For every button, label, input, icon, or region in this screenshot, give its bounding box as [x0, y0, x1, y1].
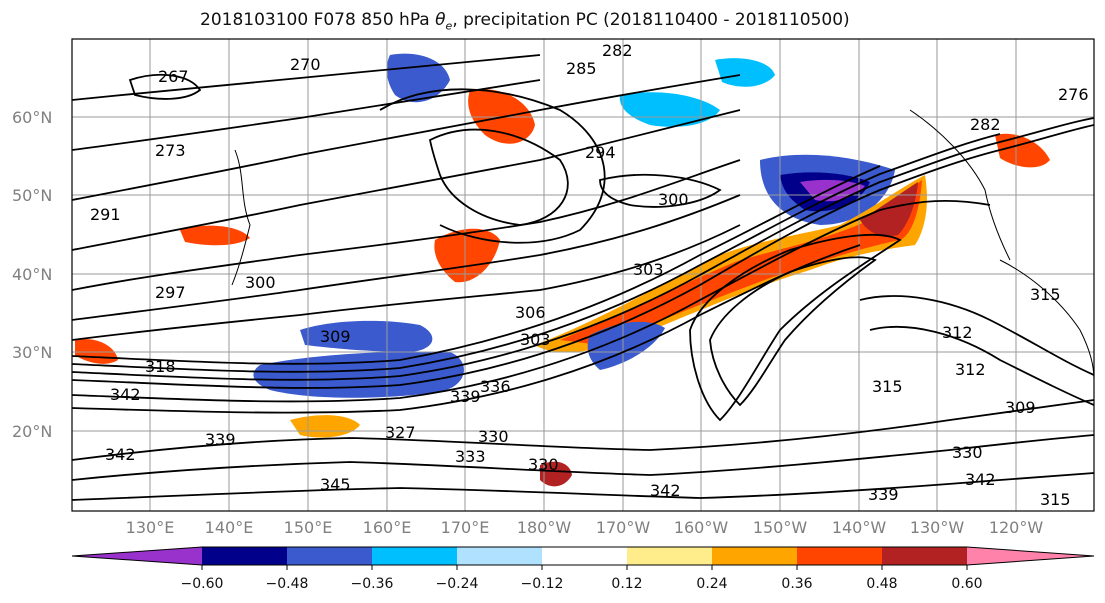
contour-label: 330 [478, 427, 509, 446]
contour-label: 282 [970, 115, 1001, 134]
contour-label: 330 [528, 455, 559, 474]
colorbar-swatch [372, 547, 457, 565]
contour-label: 327 [385, 423, 416, 442]
contour-label: 339 [450, 387, 481, 406]
contour-label-group: 267 270 282 285 294 276 282 273 291 300 … [90, 41, 1089, 509]
longitude-labels: 130°E 140°E 150°E 160°E 170°E 180°W 170°… [126, 518, 1044, 537]
lon-label: 160°W [674, 518, 729, 537]
lon-label: 150°W [753, 518, 808, 537]
map-area [72, 39, 1094, 511]
lon-label: 150°E [284, 518, 333, 537]
figure-title: 2018103100 F078 850 hPa θe, precipitatio… [0, 0, 1105, 34]
lon-label: 140°E [205, 518, 254, 537]
lon-label: 130°W [910, 518, 965, 537]
lon-label: 130°E [126, 518, 175, 537]
colorbar-ticks [201, 565, 968, 570]
contour-label: 306 [515, 303, 546, 322]
contour-label: 309 [1005, 398, 1036, 417]
contour-label: 318 [145, 357, 176, 376]
contour-label: 285 [566, 59, 597, 78]
lat-label: 30°N [12, 343, 52, 362]
contour-label: 267 [158, 67, 189, 86]
contour-label: 273 [155, 141, 186, 160]
contour-label: 309 [320, 327, 351, 346]
contour-label: 315 [1030, 285, 1061, 304]
contour-label: 276 [1058, 85, 1089, 104]
colorbar-tick-label: −0.36 [351, 576, 394, 592]
lat-label: 40°N [12, 265, 52, 284]
lon-label: 170°E [441, 518, 490, 537]
contour-label: 312 [942, 323, 973, 342]
colorbar-tick-label: −0.24 [436, 576, 479, 592]
colorbar-tick-label: 0.60 [951, 576, 982, 592]
title-text: 2018103100 F078 850 hPa θe, precipitatio… [200, 10, 850, 33]
contour-label: 303 [520, 330, 551, 349]
lat-label: 20°N [12, 422, 52, 441]
lon-label: 180°W [517, 518, 572, 537]
colorbar-swatch [882, 547, 967, 565]
colorbar-swatch [542, 547, 627, 565]
contour-label: 345 [320, 475, 351, 494]
coastlines [231, 109, 1094, 381]
contour-label: 342 [965, 470, 996, 489]
colorbar-swatch [797, 547, 882, 565]
theta-e-contours [72, 54, 1094, 501]
colorbar-tick-label: 0.24 [696, 576, 727, 592]
contour-label: 315 [872, 377, 903, 396]
contour-label: 339 [868, 485, 899, 504]
colorbar-swatch [627, 547, 712, 565]
colorbar-swatch [457, 547, 542, 565]
lon-label: 170°W [596, 518, 651, 537]
colorbar: −0.60 −0.48 −0.36 −0.24 −0.12 0.12 0.24 … [71, 546, 1095, 592]
contour-label: 333 [455, 447, 486, 466]
contour-label: 300 [245, 273, 276, 292]
lat-label: 50°N [12, 186, 52, 205]
latitude-labels: 60°N 50°N 40°N 30°N 20°N [12, 108, 52, 441]
colorbar-swatch [712, 547, 797, 565]
map-frame [71, 38, 1095, 512]
colorbar-tick-label: −0.48 [266, 576, 309, 592]
contour-label: 303 [633, 260, 664, 279]
lon-label: 140°W [832, 518, 887, 537]
contour-label: 291 [90, 205, 121, 224]
colorbar-swatch [287, 547, 372, 565]
colorbar-swatch [202, 547, 287, 565]
colorbar-swatch [967, 547, 1094, 565]
lat-label: 60°N [12, 108, 52, 127]
colorbar-tick-label: 0.48 [866, 576, 897, 592]
graticule [72, 39, 1094, 511]
contour-label: 282 [602, 41, 633, 60]
contour-label: 294 [585, 143, 616, 162]
contour-label: 342 [650, 481, 681, 500]
contour-label: 339 [205, 430, 236, 449]
colorbar-tick-label: −0.12 [521, 576, 564, 592]
colorbar-tick-label: −0.60 [181, 576, 224, 592]
contour-label: 342 [110, 385, 141, 404]
colorbar-tick-label: 0.12 [611, 576, 642, 592]
contour-label: 300 [658, 190, 689, 209]
contour-label: 270 [290, 55, 321, 74]
contour-label: 330 [952, 443, 983, 462]
contour-label: 297 [155, 283, 186, 302]
lon-label: 160°E [363, 518, 412, 537]
contour-label: 315 [1040, 490, 1071, 509]
contour-label: 342 [105, 445, 136, 464]
colorbar-tick-label: 0.36 [781, 576, 812, 592]
contour-label: 336 [480, 377, 511, 396]
lon-label: 120°W [989, 518, 1044, 537]
colorbar-swatch [72, 547, 202, 565]
contour-label: 312 [955, 360, 986, 379]
